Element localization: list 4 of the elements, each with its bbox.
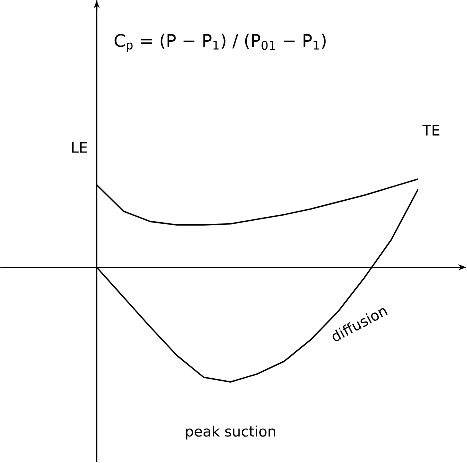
text: TE: [422, 125, 440, 136]
text: LE: [72, 142, 88, 153]
text: peak suction: [186, 426, 276, 440]
text: C$_{p}$ = (P − P$_{1}$) / (P$_{01}$ − P$_{1}$): [114, 34, 326, 52]
